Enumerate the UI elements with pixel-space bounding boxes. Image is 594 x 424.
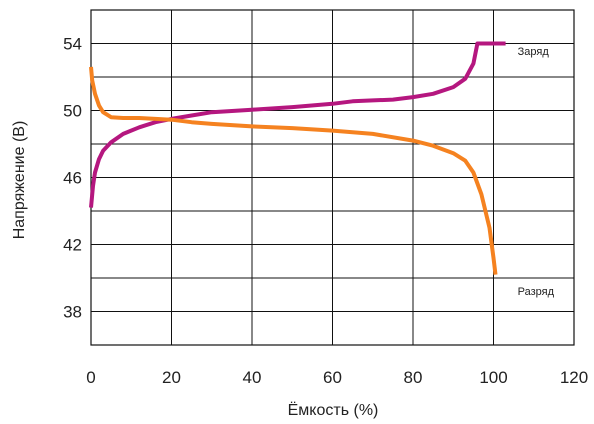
x-axis-title: Ёмкость (%) [288, 401, 379, 419]
y-tick-label: 38 [63, 303, 82, 322]
plot-frame [90, 9, 575, 346]
x-tick-label: 100 [479, 368, 507, 387]
y-tick-label: 54 [63, 35, 82, 54]
x-tick-label: 0 [86, 368, 95, 387]
series-annotation: Заряд [518, 46, 550, 58]
x-tick-label: 20 [162, 368, 181, 387]
y-axis-title: Напряжение (В) [11, 121, 28, 240]
x-tick-label: 60 [323, 368, 342, 387]
series-annotation: Разряд [518, 286, 555, 298]
y-tick-label: 46 [63, 169, 82, 188]
tick-labels: 0 20 40 60 80 100 120 38 42 46 50 54 [63, 35, 588, 388]
series-lines [89, 41, 506, 275]
x-tick-label: 120 [560, 368, 588, 387]
series-annotations: Заряд Разряд [518, 46, 555, 298]
grid [90, 9, 575, 346]
series-line [89, 66, 498, 275]
y-tick-label: 42 [63, 236, 82, 255]
x-tick-label: 40 [243, 368, 262, 387]
y-tick-label: 50 [63, 102, 82, 121]
series-line [89, 41, 506, 208]
x-tick-label: 80 [404, 368, 423, 387]
